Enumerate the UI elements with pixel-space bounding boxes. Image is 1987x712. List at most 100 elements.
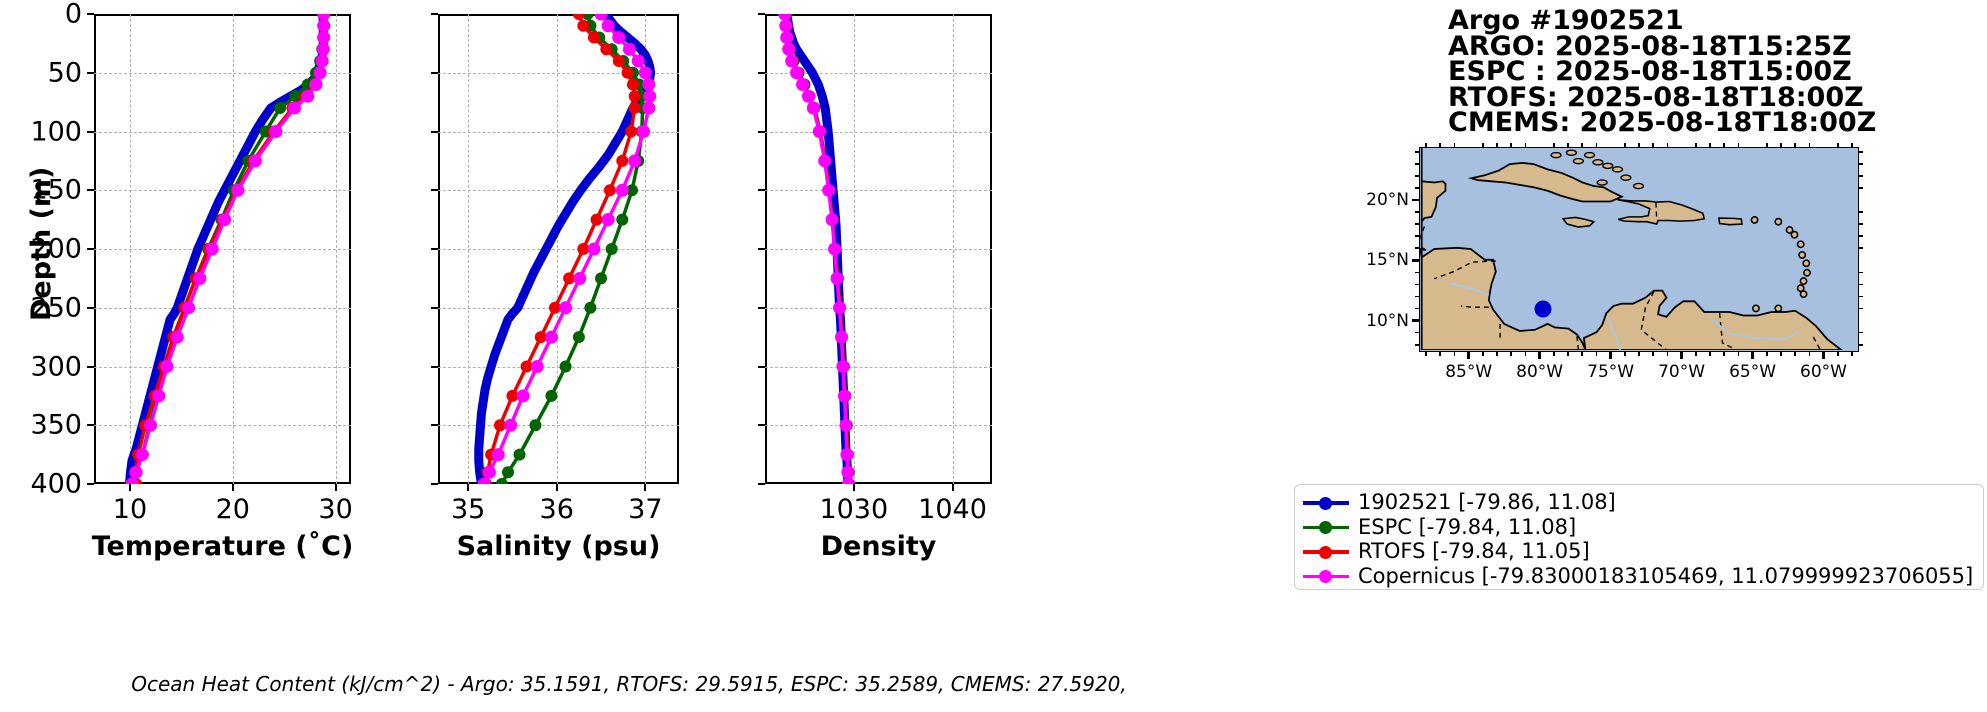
map-x-minor-tick (1851, 352, 1853, 356)
series-marker (595, 272, 608, 285)
map-x-minor-tick (1836, 143, 1839, 147)
series-marker (616, 213, 629, 226)
gridline-horizontal (94, 307, 351, 309)
series-marker (559, 360, 572, 373)
x-tick-label: 10 (112, 494, 148, 525)
series-marker (841, 477, 855, 484)
argo-float-marker (1534, 300, 1552, 318)
map-x-minor-tick (1624, 352, 1626, 356)
series-marker (612, 55, 625, 67)
series-marker (778, 14, 792, 21)
map-y-minor-tick (1859, 175, 1863, 177)
series-marker (144, 418, 158, 432)
map-x-tick-label: 75°W (1587, 362, 1635, 382)
map-x-minor-tick (1453, 352, 1456, 356)
map-y-minor-tick (1415, 283, 1419, 286)
island (1802, 259, 1811, 268)
island (1602, 162, 1614, 170)
series-marker (548, 301, 561, 314)
map-x-minor-tick (1425, 143, 1427, 147)
series-marker (218, 213, 232, 227)
map-x-minor-tick (1780, 352, 1782, 356)
series-marker (301, 89, 315, 103)
series-marker (317, 31, 331, 44)
map-x-minor-tick (1723, 143, 1725, 147)
y-tick (87, 483, 94, 485)
y-tick (758, 365, 765, 368)
series-marker (601, 19, 615, 33)
y-tick (431, 71, 438, 74)
map-y-minor-tick (1859, 283, 1863, 286)
y-tick-label: 300 (30, 351, 82, 382)
gridline-horizontal (765, 131, 992, 133)
map-x-minor-tick (1567, 143, 1569, 147)
map-x-minor-tick (1652, 352, 1654, 356)
series-marker (796, 78, 809, 91)
series-marker (612, 31, 626, 44)
series-marker (626, 78, 639, 91)
island (1596, 179, 1608, 186)
series-marker (825, 213, 839, 227)
series-marker (494, 419, 507, 432)
series-marker (628, 90, 641, 103)
map-y-minor-tick (1859, 211, 1863, 213)
gridline-horizontal (765, 425, 992, 427)
header-line-1: ARGO: 2025-08-18T15:25Z (1448, 30, 1852, 62)
map-y-tick-label: 15°N (1366, 250, 1409, 271)
series-marker (577, 243, 590, 255)
series-marker (587, 242, 601, 256)
map-y-minor-tick (1859, 187, 1863, 189)
series-marker (502, 466, 514, 479)
map-y-minor-tick (1859, 295, 1863, 298)
country-border (1655, 202, 1658, 221)
gridline-horizontal (765, 72, 992, 74)
series-marker (841, 465, 855, 479)
series-marker (600, 43, 613, 56)
series-marker (785, 54, 799, 68)
map-x-minor-tick (1836, 352, 1839, 356)
series-marker (317, 19, 331, 33)
series-marker (638, 66, 652, 80)
y-tick-label: 100 (30, 116, 82, 147)
map-x-minor-tick (1510, 143, 1513, 147)
map-y-minor-tick (1859, 151, 1863, 153)
map-y-minor-tick (1859, 331, 1863, 334)
legend-swatch-espc (1303, 517, 1349, 537)
series-marker (572, 331, 585, 344)
series-marker (605, 243, 618, 255)
series-marker (520, 360, 533, 373)
x-tick (951, 484, 954, 491)
country-border (1576, 335, 1580, 350)
header-line-3: RTOFS: 2025-08-18T18:00Z (1448, 81, 1864, 113)
y-tick-label: 250 (30, 292, 82, 324)
legend-label: 1902521 [-79.86, 11.08] (1358, 490, 1616, 515)
map-x-minor-tick (1453, 143, 1456, 147)
map-x-minor-tick (1694, 352, 1697, 356)
ocean-heat-content-caption: Ocean Heat Content (kJ/cm^2) - Argo: 35.… (131, 672, 1127, 696)
map-x-tick-label: 70°W (1658, 362, 1706, 382)
gridline-horizontal (94, 249, 351, 250)
map-border-line (1608, 316, 1622, 350)
series-marker (836, 360, 850, 373)
series-marker (477, 477, 491, 484)
map-border-line (1449, 282, 1490, 297)
map-x-minor-tick (1737, 143, 1740, 147)
y-tick (431, 365, 438, 368)
series-marker (530, 360, 544, 373)
series-marker (828, 242, 842, 256)
y-tick-label: 50 (47, 57, 82, 89)
map-x-minor-tick (1524, 143, 1527, 147)
map-x-tick (1680, 352, 1683, 359)
island (1583, 151, 1596, 159)
y-tick (431, 424, 438, 427)
map-x-minor-tick (1723, 352, 1725, 356)
series-marker (563, 272, 576, 285)
legend-item-argo: 1902521 [-79.86, 11.08] (1303, 490, 1975, 515)
map-x-minor-tick (1794, 143, 1796, 147)
x-tick-label: 1040 (918, 494, 987, 525)
gridline-horizontal (438, 366, 679, 368)
island (1620, 174, 1632, 181)
legend-marker (1319, 496, 1332, 510)
series-marker (317, 14, 331, 21)
